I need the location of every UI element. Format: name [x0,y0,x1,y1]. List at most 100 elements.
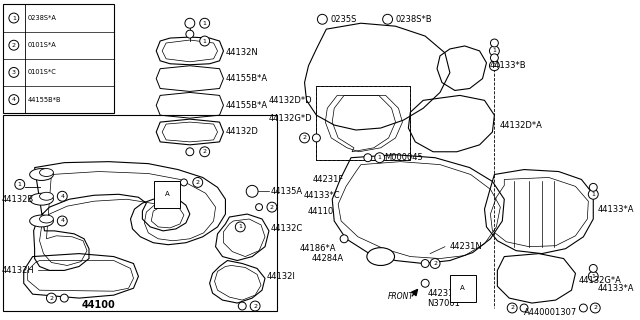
Text: 2: 2 [433,261,437,266]
Circle shape [520,304,528,312]
Text: A: A [164,191,170,197]
Circle shape [589,183,597,191]
Text: 44132B: 44132B [2,195,34,204]
Circle shape [590,303,600,313]
Text: 44132D*D: 44132D*D [269,96,312,105]
Text: 2: 2 [12,43,16,48]
Text: 1: 1 [492,63,497,68]
Circle shape [364,154,372,162]
Text: 1: 1 [238,224,242,229]
Text: 2: 2 [593,306,597,310]
Circle shape [186,148,194,156]
Text: 2: 2 [196,180,200,185]
Circle shape [300,133,310,143]
Text: 44155B*A: 44155B*A [225,101,268,110]
Text: 44133*B: 44133*B [490,61,526,70]
Text: 44155B*A: 44155B*A [225,74,268,83]
Ellipse shape [40,192,53,200]
Text: 44133*A: 44133*A [597,284,634,293]
Text: 44231F: 44231F [313,175,344,184]
Text: A440001307: A440001307 [524,308,577,317]
Circle shape [200,18,210,28]
Circle shape [490,39,499,47]
Circle shape [375,153,385,163]
Circle shape [180,179,188,186]
Circle shape [185,18,195,28]
Circle shape [58,191,67,201]
Text: 0101S*A: 0101S*A [28,42,56,48]
Text: A: A [460,285,465,291]
Text: 44132D*A: 44132D*A [499,121,542,130]
Circle shape [193,178,203,188]
Text: 44132N: 44132N [225,48,258,57]
Circle shape [421,260,429,268]
Circle shape [490,54,499,62]
Text: 2: 2 [303,135,307,140]
Text: FRONT: FRONT [387,292,413,300]
Bar [3,4,114,113]
Circle shape [579,304,588,312]
Text: 0101S*C: 0101S*C [28,69,56,76]
Ellipse shape [367,248,394,266]
Text: 44231E: 44231E [427,289,459,298]
Text: M000045: M000045 [383,153,422,162]
Text: 44133*C: 44133*C [303,191,340,200]
Text: 44132C: 44132C [271,224,303,233]
Text: 4: 4 [12,97,16,102]
Circle shape [588,189,598,199]
Ellipse shape [40,215,53,223]
Ellipse shape [29,169,53,180]
Text: 0238S*A: 0238S*A [28,15,56,21]
Text: 44186*A: 44186*A [300,244,336,253]
Text: 44135A: 44135A [271,187,303,196]
Text: 44155B*B: 44155B*B [28,97,61,103]
Text: 44231N: 44231N [450,242,483,251]
Text: N37001: N37001 [427,299,460,308]
Text: 2: 2 [253,303,257,308]
Circle shape [238,302,246,310]
Text: 4: 4 [60,219,64,223]
Bar [316,85,410,160]
Text: 44133*A: 44133*A [597,204,634,214]
Circle shape [200,147,210,157]
Circle shape [9,95,19,105]
Circle shape [589,265,597,272]
Text: 44132D: 44132D [225,127,259,137]
Circle shape [255,204,262,211]
Circle shape [588,271,598,281]
Text: 44100: 44100 [82,300,116,310]
Circle shape [421,279,429,287]
Circle shape [312,134,321,142]
Text: 4: 4 [60,194,64,199]
Text: 1: 1 [591,192,595,197]
Circle shape [508,303,517,313]
Ellipse shape [40,169,53,177]
Text: 0235S: 0235S [330,15,356,24]
Circle shape [383,14,392,24]
Circle shape [186,30,194,38]
Text: 1: 1 [18,182,22,187]
Text: 44110: 44110 [308,207,334,216]
Ellipse shape [29,193,53,205]
Text: 1: 1 [591,274,595,279]
Circle shape [490,46,499,56]
Circle shape [58,216,67,226]
Circle shape [490,61,499,71]
Circle shape [267,202,277,212]
Circle shape [246,185,258,197]
Circle shape [430,259,440,268]
Circle shape [236,222,245,232]
Circle shape [9,40,19,50]
Text: 44284A: 44284A [312,254,344,263]
Circle shape [9,68,19,77]
Text: 44132G*D: 44132G*D [269,114,312,123]
Text: 1: 1 [203,21,207,26]
Circle shape [340,235,348,243]
Text: 2: 2 [270,204,274,210]
Text: 1: 1 [492,48,497,53]
Text: 3: 3 [12,70,16,75]
Circle shape [9,13,19,23]
Text: 44132G*A: 44132G*A [579,276,621,285]
Circle shape [317,14,327,24]
Text: 2: 2 [203,149,207,154]
